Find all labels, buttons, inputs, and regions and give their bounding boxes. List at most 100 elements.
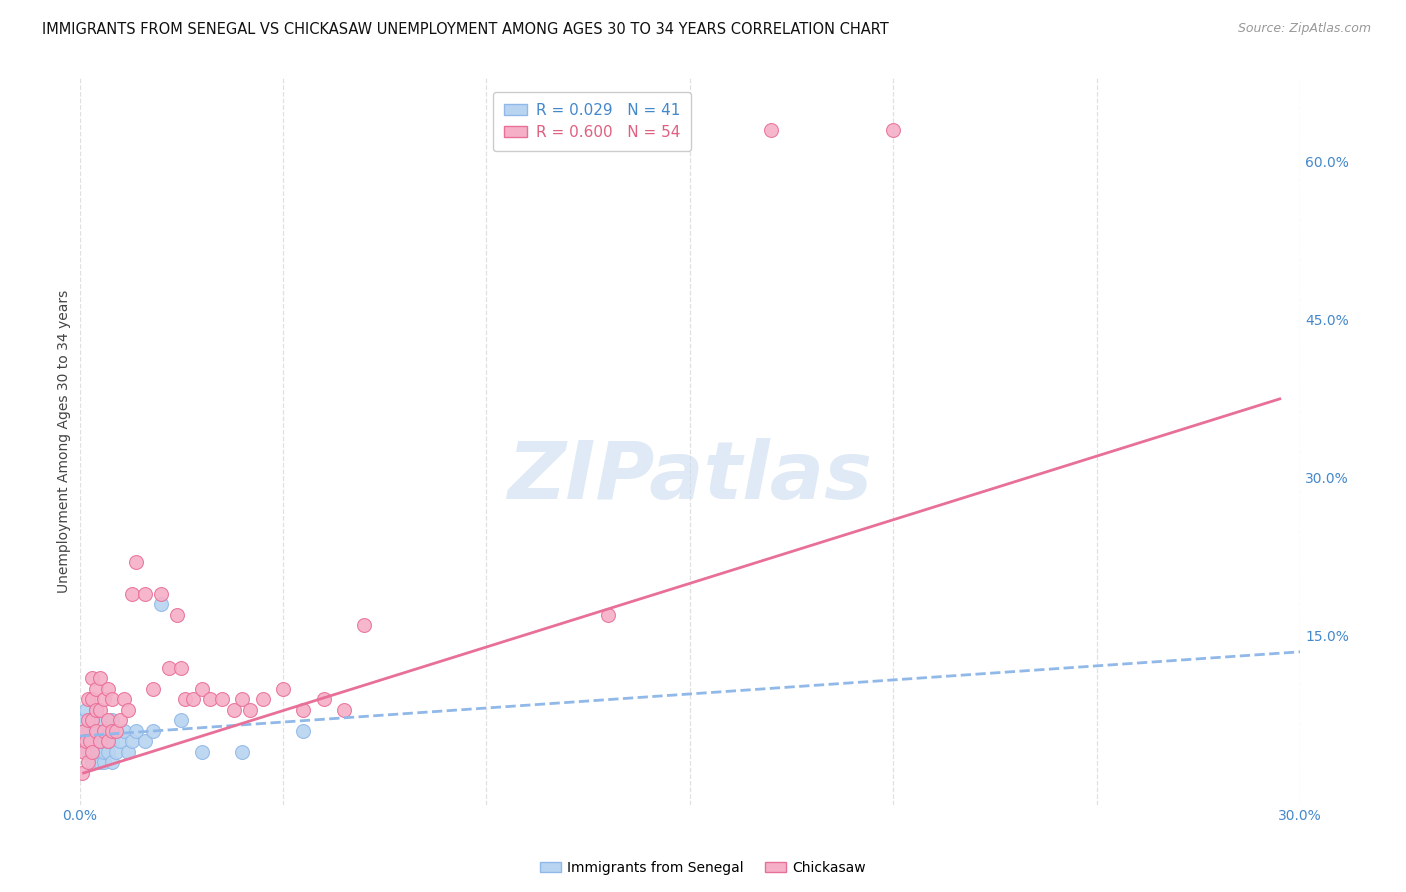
Legend: R = 0.029   N = 41, R = 0.600   N = 54: R = 0.029 N = 41, R = 0.600 N = 54 (494, 93, 692, 151)
Point (101, 723, 124, 738)
Point (72, 734, 94, 748)
Point (89, 703, 111, 717)
Point (75, 703, 97, 717)
Point (198, 692, 221, 706)
Point (72, 723, 94, 738)
Point (271, 681, 294, 696)
Point (108, 734, 131, 748)
Point (166, 607, 188, 622)
Point (149, 587, 172, 601)
Point (101, 692, 124, 706)
Point (112, 692, 135, 706)
Point (211, 692, 233, 706)
Point (89, 734, 111, 748)
Point (231, 745, 253, 759)
Point (142, 723, 165, 738)
Text: IMMIGRANTS FROM SENEGAL VS CHICKASAW UNEMPLOYMENT AMONG AGES 30 TO 34 YEARS CORR: IMMIGRANTS FROM SENEGAL VS CHICKASAW UNE… (42, 22, 889, 37)
Point (170, 660, 193, 674)
Point (312, 692, 335, 706)
Point (84, 703, 107, 717)
Point (75, 734, 97, 748)
Point (89, 756, 111, 770)
Point (93, 723, 115, 738)
Point (121, 734, 143, 748)
Point (157, 660, 180, 674)
Point (80, 671, 103, 685)
Point (97, 745, 120, 759)
Text: Source: ZipAtlas.com: Source: ZipAtlas.com (1237, 22, 1371, 36)
Point (89, 714, 111, 728)
Point (101, 734, 124, 748)
Point (84, 723, 107, 738)
Point (183, 692, 205, 706)
Point (134, 734, 156, 748)
Y-axis label: Unemployment Among Ages 30 to 34 years: Unemployment Among Ages 30 to 34 years (58, 289, 72, 592)
Point (80, 756, 103, 770)
Point (70, 766, 93, 780)
Point (80, 714, 103, 728)
Point (134, 587, 156, 601)
Point (174, 692, 197, 706)
Point (93, 692, 115, 706)
Point (84, 703, 107, 717)
Point (97, 723, 120, 738)
Point (149, 598, 172, 612)
Point (80, 745, 103, 759)
Point (89, 671, 111, 685)
Point (759, 123, 782, 137)
Point (72, 714, 94, 728)
Point (89, 734, 111, 748)
Legend: Immigrants from Senegal, Chickasaw: Immigrants from Senegal, Chickasaw (534, 855, 872, 880)
Point (93, 756, 115, 770)
Point (93, 723, 115, 738)
Point (93, 734, 115, 748)
Point (117, 703, 139, 717)
Point (598, 607, 620, 622)
Point (84, 681, 107, 696)
Point (84, 734, 107, 748)
Point (76, 756, 98, 770)
Point (292, 703, 315, 717)
Point (72, 745, 94, 759)
Point (292, 723, 315, 738)
Point (76, 723, 98, 738)
Point (79, 734, 101, 748)
Point (80, 692, 103, 706)
Point (76, 714, 98, 728)
Point (333, 703, 356, 717)
Point (170, 714, 193, 728)
Point (121, 587, 143, 601)
Point (190, 681, 212, 696)
Point (252, 692, 274, 706)
Point (105, 745, 128, 759)
Point (882, 123, 904, 137)
Point (142, 681, 165, 696)
Point (84, 723, 107, 738)
Point (112, 723, 135, 738)
Point (97, 734, 120, 748)
Point (84, 745, 107, 759)
Point (79, 734, 101, 748)
Point (117, 745, 139, 759)
Point (231, 692, 253, 706)
Point (190, 745, 212, 759)
Point (125, 555, 148, 569)
Point (101, 756, 124, 770)
Point (101, 714, 124, 728)
Point (105, 723, 128, 738)
Point (239, 703, 262, 717)
Point (83, 723, 105, 738)
Point (353, 618, 375, 632)
Point (97, 681, 120, 696)
Point (108, 714, 131, 728)
Point (125, 723, 148, 738)
Point (89, 745, 111, 759)
Point (97, 734, 120, 748)
Point (76, 692, 98, 706)
Point (93, 745, 115, 759)
Point (97, 714, 120, 728)
Point (80, 714, 103, 728)
Text: ZIPatlas: ZIPatlas (508, 438, 872, 516)
Point (80, 734, 103, 748)
Point (76, 745, 98, 759)
